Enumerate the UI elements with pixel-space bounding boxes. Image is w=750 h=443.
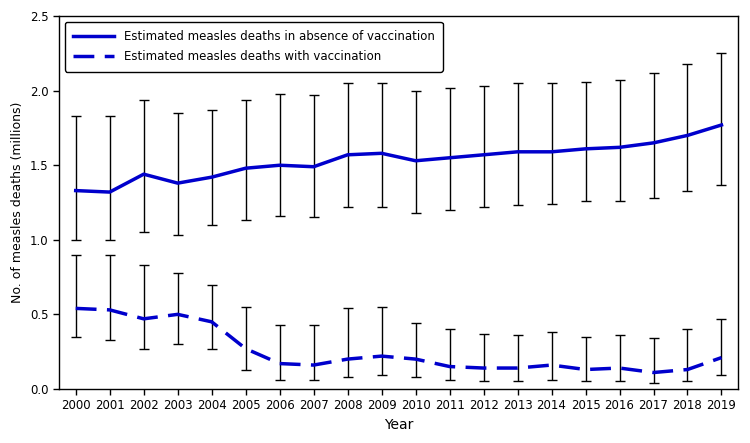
Y-axis label: No. of measles deaths (millions): No. of measles deaths (millions) [11, 102, 24, 303]
Legend: Estimated measles deaths in absence of vaccination, Estimated measles deaths wit: Estimated measles deaths in absence of v… [64, 22, 442, 72]
X-axis label: Year: Year [384, 418, 413, 432]
